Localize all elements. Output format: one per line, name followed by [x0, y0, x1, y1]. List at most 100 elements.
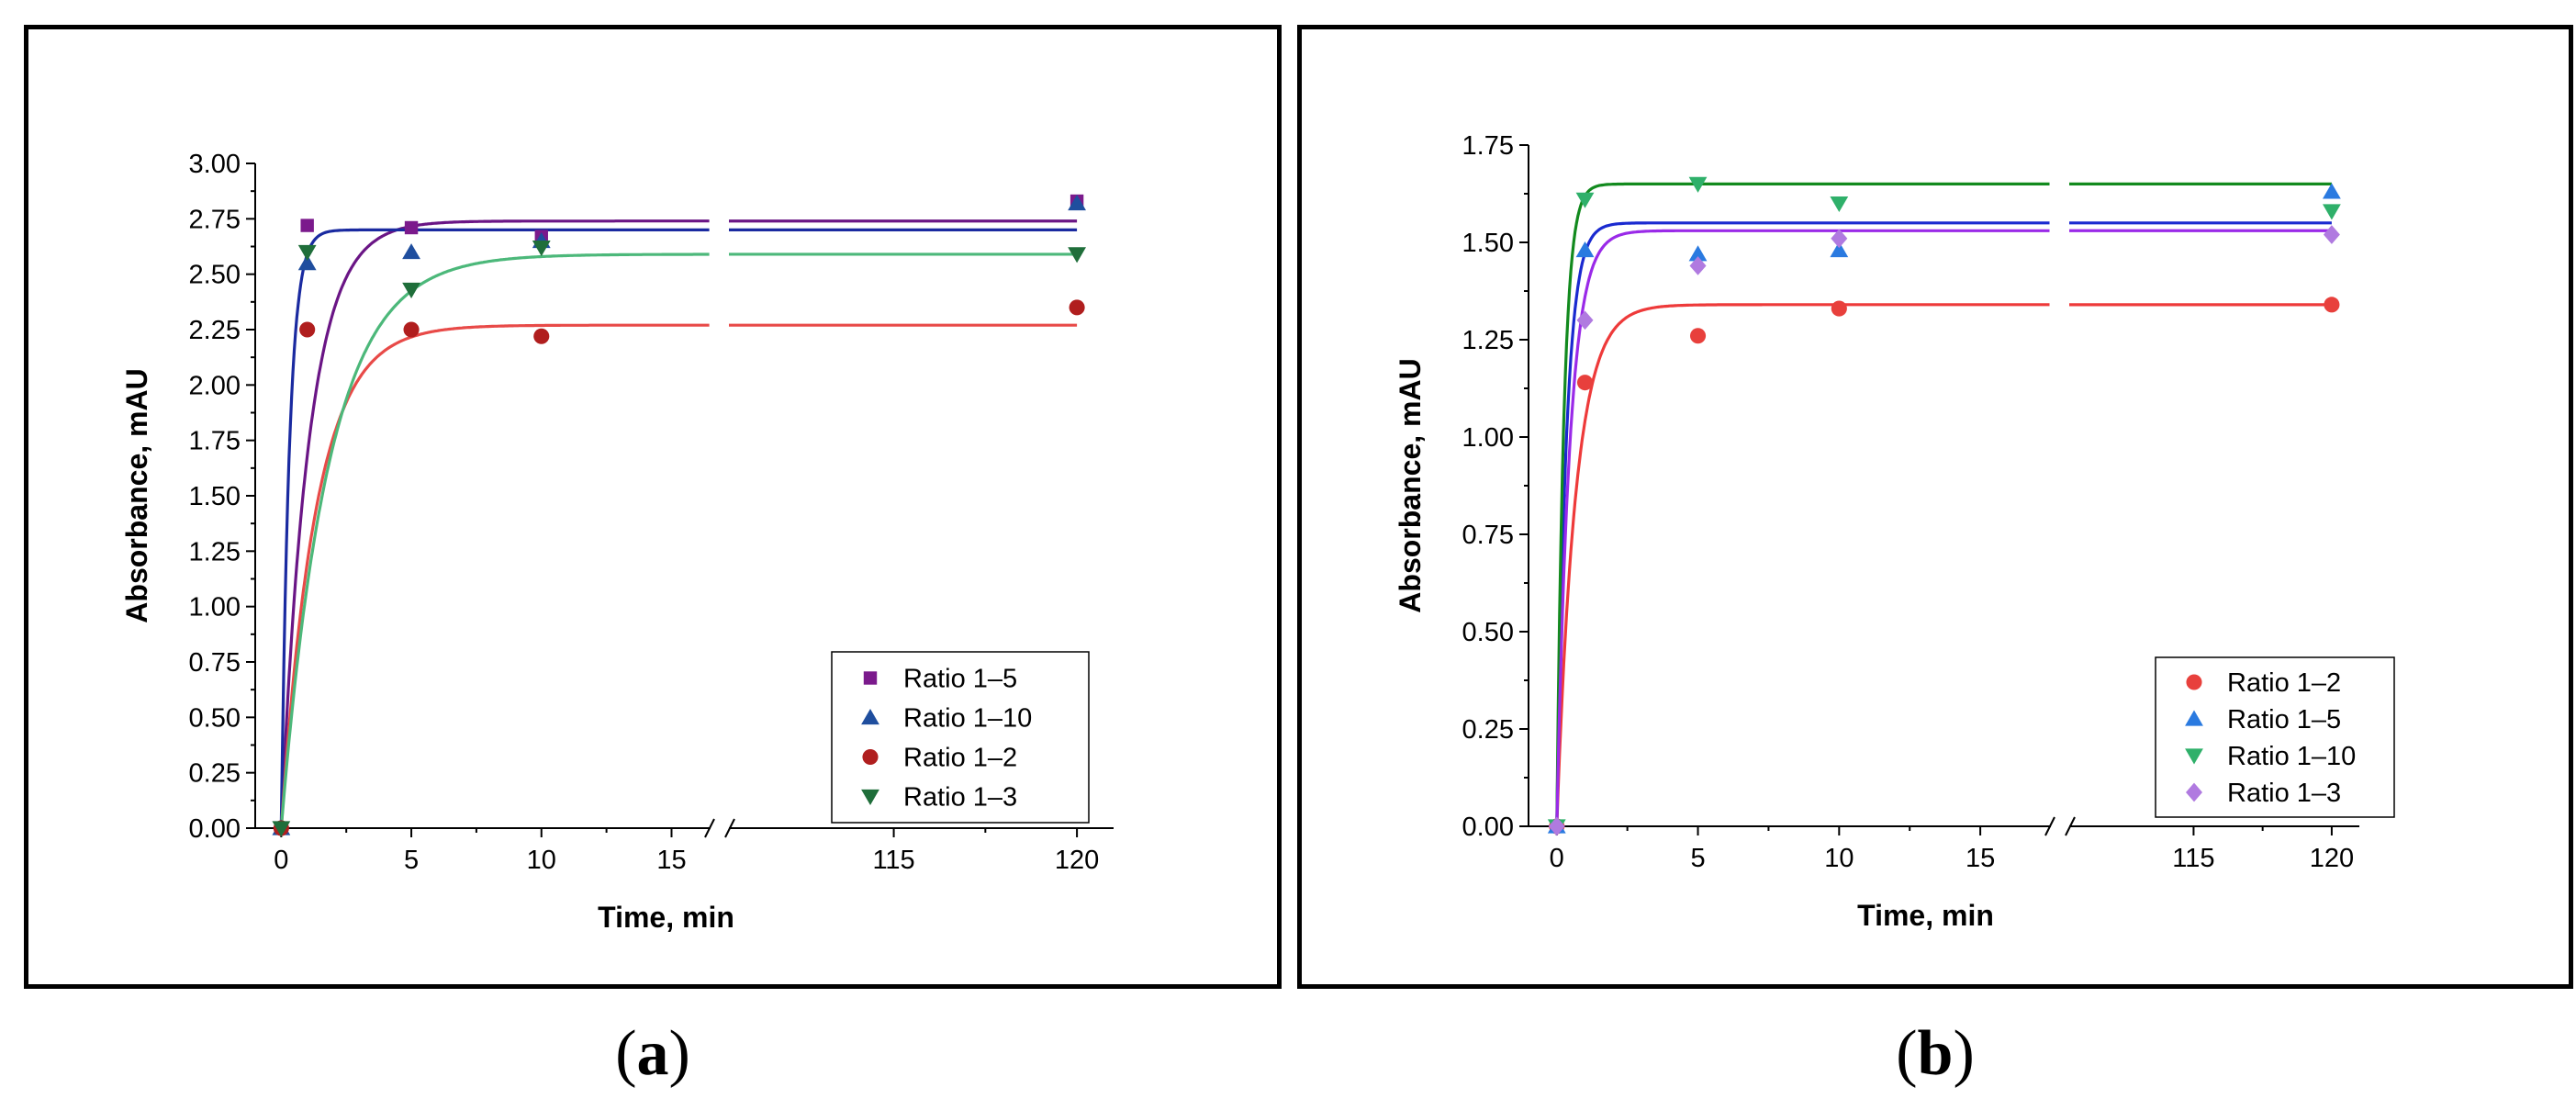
- chart-b: 0.00 0.25 0.50 0.75 1.00 1.25 1.50 1.75 0 5 10 15 11…: [1394, 131, 2395, 932]
- data-point-ratio-1-5: [2323, 183, 2341, 199]
- fit-curve-ratio-1-10: [1555, 182, 2050, 827]
- y-tick-label: 1.75: [189, 427, 241, 456]
- data-point-ratio-1-2: [1689, 328, 1707, 344]
- legend-label-ratio-1-3: Ratio 1–3: [903, 783, 1017, 813]
- y-tick-label: 1.00: [189, 593, 241, 622]
- y-tick-label: 0.50: [1462, 618, 1514, 647]
- y-tick-label: 1.00: [1462, 423, 1514, 453]
- y-tick-label: 0.50: [189, 703, 241, 733]
- legend-marker-ratio-1-2: [2186, 674, 2202, 690]
- data-point-ratio-1-3: [1689, 256, 1707, 275]
- axis-break-mark: [2065, 816, 2076, 836]
- legend-marker-ratio-1-5: [863, 671, 878, 685]
- x-tick-label: 10: [1824, 844, 1854, 873]
- y-tick-label: 0.75: [1462, 521, 1514, 550]
- data-point-ratio-1-3: [1548, 816, 1565, 836]
- data-point-ratio-1-5: [1575, 241, 1595, 258]
- legend-marker-ratio-1-2: [862, 748, 879, 766]
- fit-curve-ratio-1-2: [279, 323, 710, 829]
- x-tick-label: 0: [1550, 844, 1564, 873]
- legend-label-ratio-1-10: Ratio 1–10: [2227, 742, 2356, 771]
- x-tick-label: 120: [1055, 846, 1099, 875]
- data-point-ratio-1-10: [2323, 204, 2341, 220]
- fit-curve-ratio-1-3: [279, 252, 710, 829]
- data-point-ratio-1-5: [1688, 245, 1708, 262]
- data-point-ratio-1-10: [1068, 194, 1086, 211]
- data-point-ratio-1-3: [402, 282, 420, 299]
- caption-a: (a): [615, 1018, 690, 1089]
- legend-label-ratio-1-5: Ratio 1–5: [903, 665, 1017, 694]
- caption-a-letter: a: [636, 1018, 669, 1089]
- legend-marker-ratio-1-10: [2185, 748, 2203, 765]
- y-tick-label: 0.25: [1462, 715, 1514, 745]
- legend-label-ratio-1-10: Ratio 1–10: [903, 704, 1032, 734]
- y-tick-label: 0.00: [1462, 813, 1514, 842]
- data-point-ratio-1-5: [1830, 241, 1849, 258]
- y-tick-label: 0.75: [189, 648, 241, 678]
- data-point-ratio-1-2: [1831, 300, 1847, 317]
- y-tick-label: 1.50: [189, 482, 241, 511]
- x-tick-label: 0: [274, 846, 288, 875]
- axis-break-mark: [2044, 816, 2055, 836]
- data-point-ratio-1-5: [300, 219, 314, 232]
- y-tick-label: 3.00: [189, 150, 241, 179]
- y-tick-label: 2.25: [189, 316, 241, 345]
- panel-a: 0.00 0.25 0.50 0.75 1.00 1.25 1.50 1.75 2.00 2.25…: [24, 25, 1282, 989]
- legend: Ratio 1–2 Ratio 1–5 Ratio 1–10 Ratio 1–3: [2155, 656, 2395, 818]
- x-tick-label: 10: [527, 846, 556, 875]
- x-tick-label: 115: [2172, 844, 2214, 873]
- x-tick-label: 15: [656, 846, 686, 875]
- y-tick-label: 1.75: [1462, 131, 1514, 161]
- y-tick-label: 0.00: [189, 814, 241, 844]
- data-point-ratio-1-2: [533, 328, 550, 344]
- panel-b: 0.00 0.25 0.50 0.75 1.00 1.25 1.50 1.75 0 5 10 15 11…: [1297, 25, 2573, 989]
- x-axis-label: Time, min: [1857, 899, 1994, 932]
- data-point-ratio-1-10: [1575, 192, 1595, 208]
- data-point-ratio-1-2: [299, 321, 316, 338]
- x-tick-label: 115: [872, 846, 914, 875]
- y-tick-label: 2.00: [189, 371, 241, 400]
- data-point-ratio-1-3: [297, 244, 317, 261]
- legend-marker-ratio-1-10: [861, 709, 879, 725]
- legend-label-ratio-1-2: Ratio 1–2: [2227, 668, 2341, 698]
- y-tick-label: 1.25: [189, 537, 241, 566]
- legend-marker-ratio-1-5: [2185, 710, 2203, 726]
- data-point-ratio-1-2: [403, 321, 420, 338]
- fit-curve-ratio-1-2: [1555, 303, 2050, 827]
- y-tick-label: 2.50: [189, 261, 241, 290]
- y-tick-label: 1.25: [1462, 326, 1514, 355]
- caption-b-letter: b: [1917, 1018, 1954, 1089]
- data-point-ratio-1-3: [532, 241, 551, 257]
- data-point-ratio-1-3: [2323, 225, 2340, 244]
- legend-marker-ratio-1-3: [861, 789, 879, 805]
- legend-label-ratio-1-3: Ratio 1–3: [2227, 779, 2341, 808]
- data-point-ratio-1-2: [1069, 299, 1085, 316]
- data-point-ratio-1-3: [1831, 229, 1848, 249]
- x-axis-label: Time, min: [598, 901, 734, 934]
- data-point-ratio-1-3: [272, 821, 291, 837]
- data-point-ratio-1-5: [404, 220, 419, 235]
- x-tick-label: 15: [1966, 844, 1995, 873]
- x-tick-label: 120: [2310, 844, 2354, 873]
- data-point-ratio-1-10: [402, 243, 420, 260]
- data-point-ratio-1-2: [2324, 297, 2340, 313]
- data-point-ratio-1-2: [1576, 375, 1594, 391]
- legend-marker-ratio-1-3: [2186, 782, 2202, 802]
- axis-break-mark: [724, 818, 735, 838]
- legend-label-ratio-1-2: Ratio 1–2: [903, 744, 1017, 773]
- y-axis-label: Absorbance, mAU: [120, 368, 153, 622]
- chart-a: 0.00 0.25 0.50 0.75 1.00 1.25 1.50 1.75 2.00 2.25…: [120, 150, 1114, 934]
- x-tick-label: 5: [404, 846, 419, 875]
- fit-curve-ratio-1-5: [1555, 221, 2050, 827]
- fit-curve-ratio-1-10: [279, 228, 710, 829]
- x-tick-label: 5: [1690, 844, 1705, 873]
- fit-curve-ratio-1-3: [1555, 229, 2050, 827]
- y-tick-label: 2.75: [189, 205, 241, 234]
- y-tick-label: 0.25: [189, 759, 241, 789]
- caption-b: (b): [1896, 1018, 1975, 1089]
- y-axis-label: Absorbance, mAU: [1394, 358, 1427, 612]
- y-tick-label: 1.50: [1462, 229, 1514, 258]
- data-point-ratio-1-10: [1688, 176, 1708, 193]
- data-point-ratio-1-3: [1068, 247, 1086, 263]
- legend-label-ratio-1-5: Ratio 1–5: [2227, 705, 2341, 734]
